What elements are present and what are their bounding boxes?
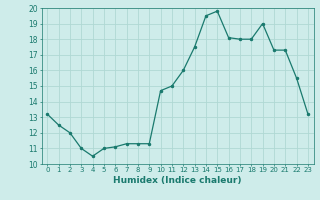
X-axis label: Humidex (Indice chaleur): Humidex (Indice chaleur) [113, 176, 242, 185]
